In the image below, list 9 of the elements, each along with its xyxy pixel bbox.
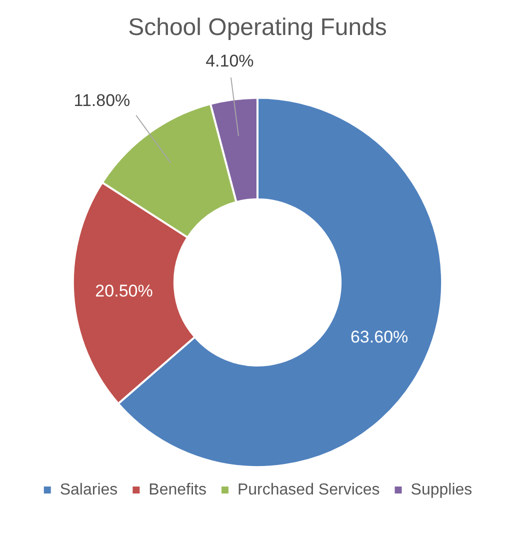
legend-label: Supplies (410, 481, 472, 498)
legend-label: Purchased Services (237, 481, 380, 498)
legend-label: Benefits (148, 481, 206, 498)
data-label: 63.60% (350, 328, 408, 347)
data-label: 11.80% (74, 90, 130, 110)
data-label: 20.50% (95, 282, 153, 301)
data-label: 4.10% (206, 51, 254, 70)
legend-label: Salaries (60, 481, 118, 498)
chart-title: School Operating Funds (128, 14, 387, 42)
